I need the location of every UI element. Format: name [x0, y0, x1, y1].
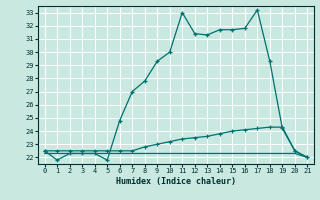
X-axis label: Humidex (Indice chaleur): Humidex (Indice chaleur) [116, 177, 236, 186]
